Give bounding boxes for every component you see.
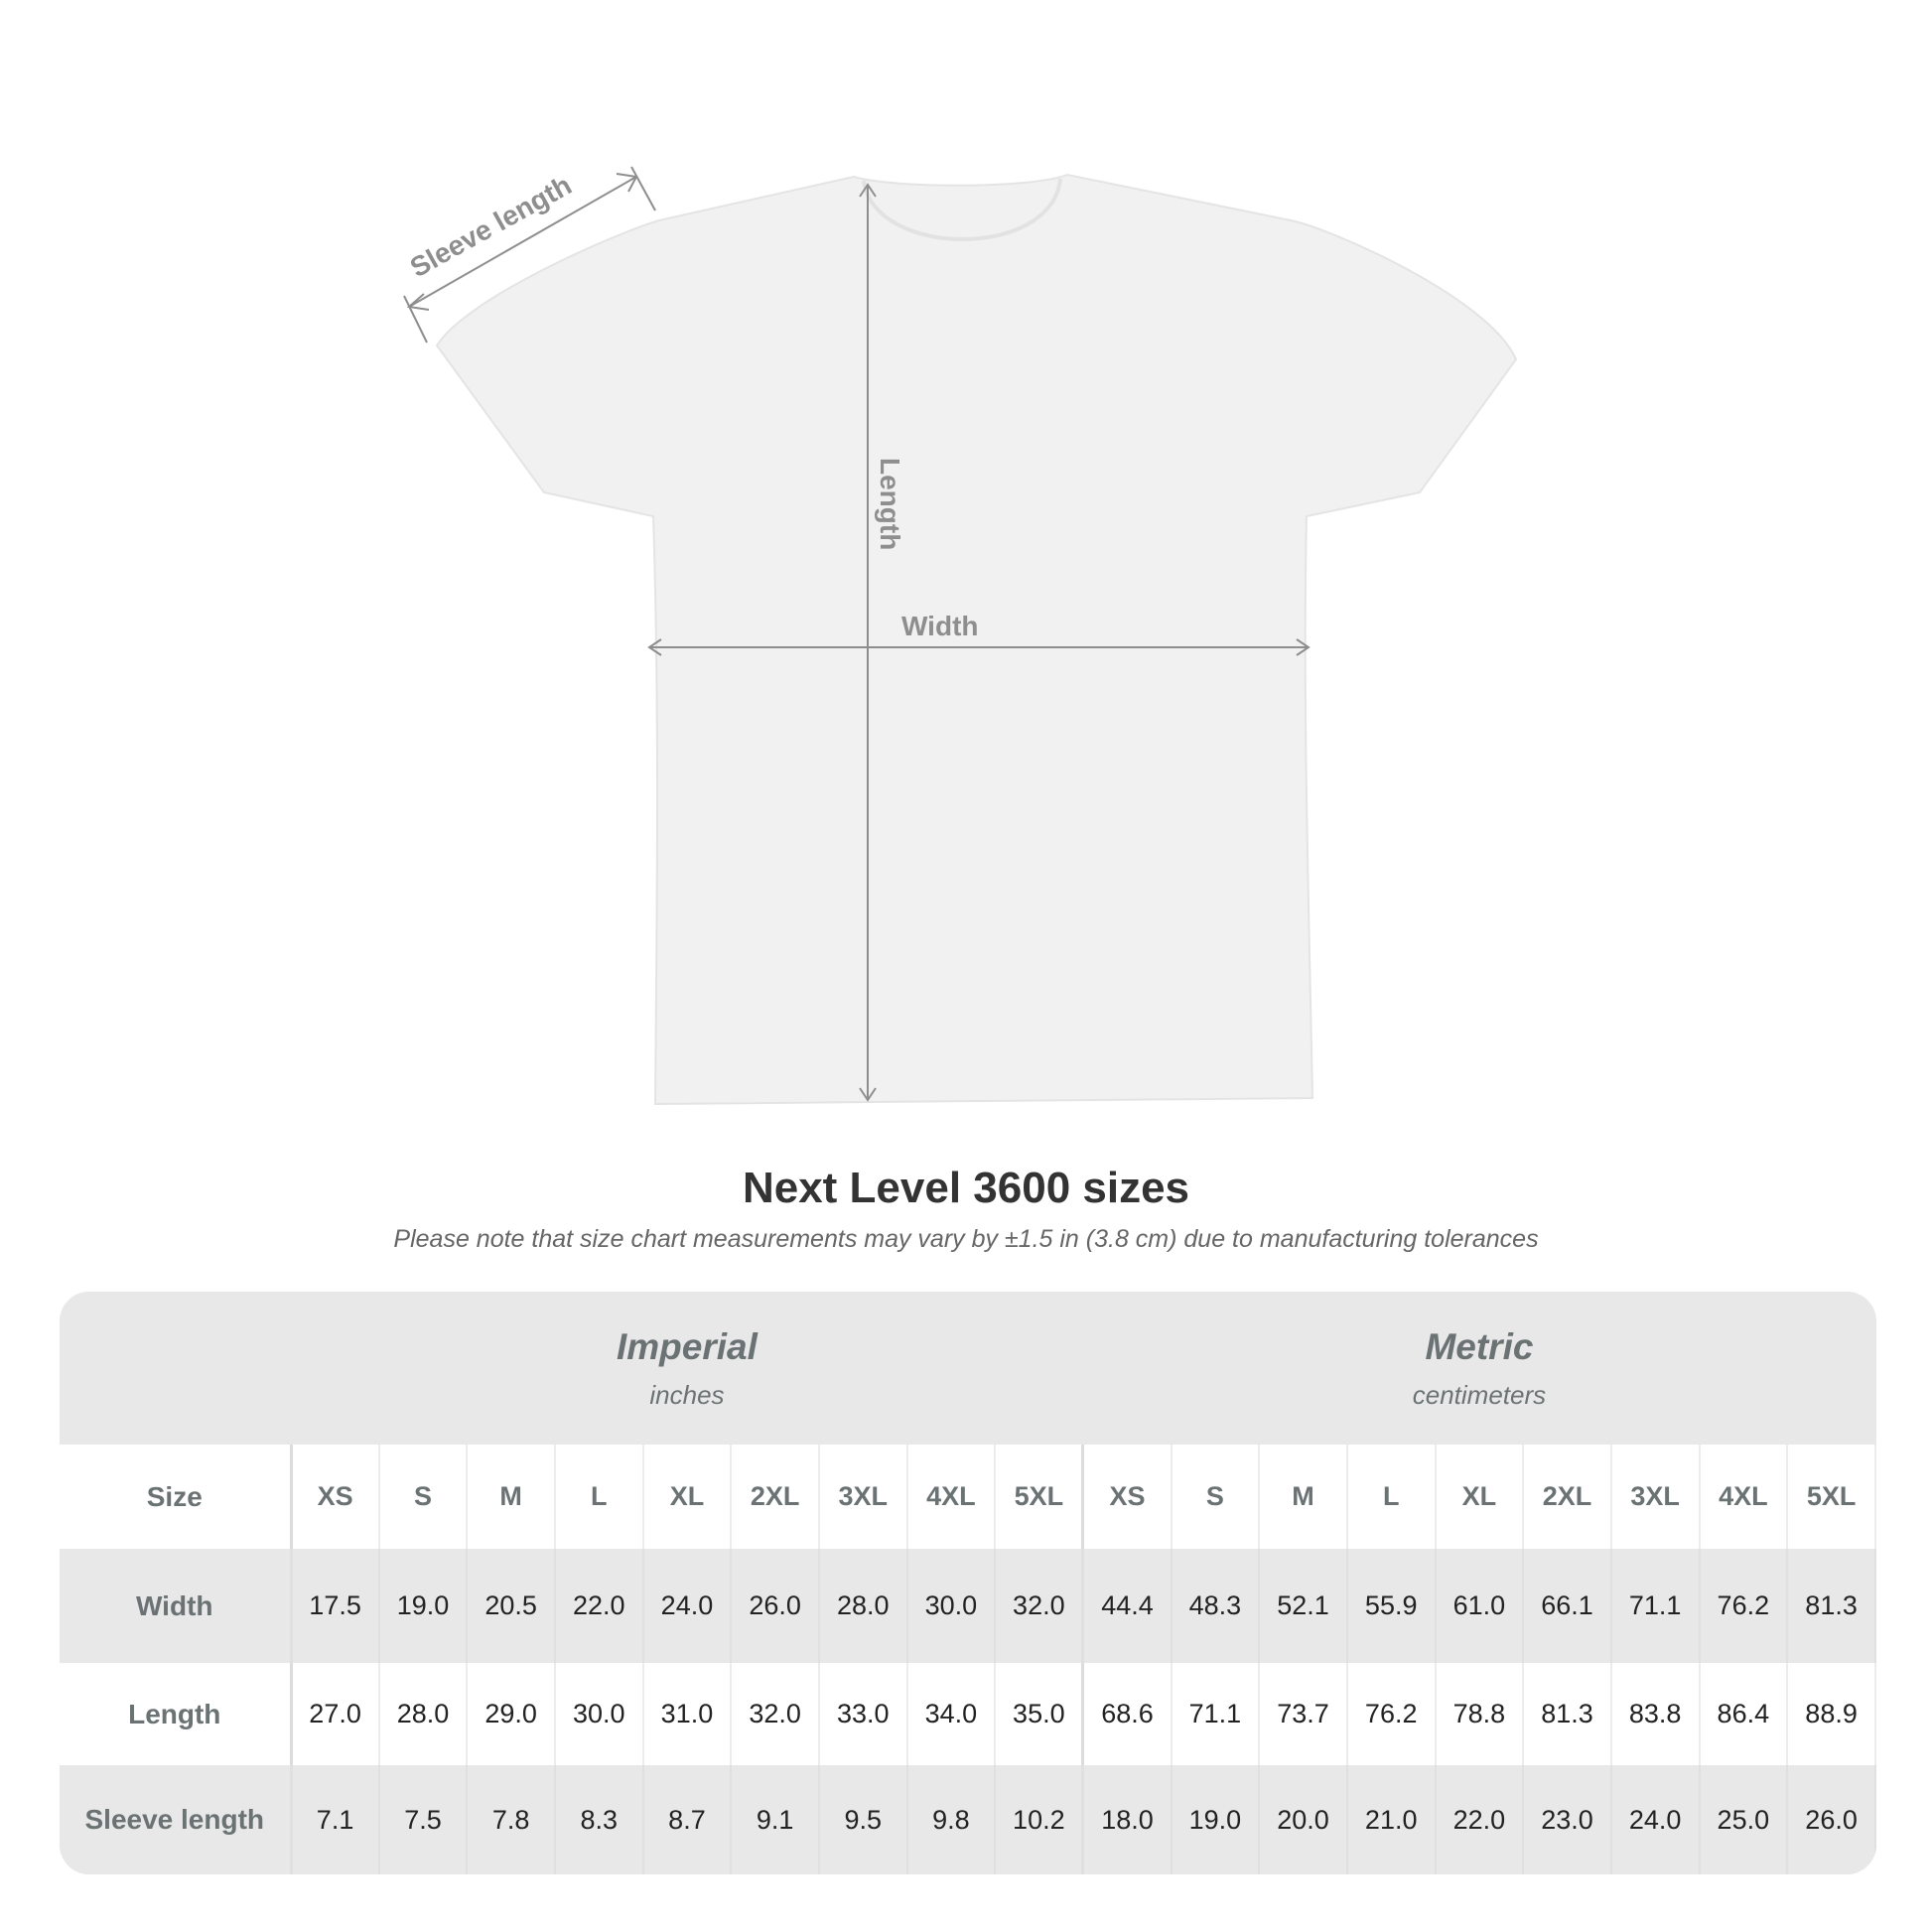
imperial-title: Imperial (617, 1325, 758, 1367)
imperial-size-header: XS (291, 1445, 380, 1549)
size-row-label: Size (60, 1445, 293, 1549)
metric-value-cell: 18.0 (1082, 1765, 1173, 1874)
width-arrow (647, 638, 1311, 656)
imperial-header: Imperial inches (291, 1292, 1083, 1445)
metric-value-cell: 21.0 (1346, 1765, 1437, 1874)
imperial-value-cell: 8.7 (642, 1765, 733, 1874)
metric-value-cell: 23.0 (1523, 1765, 1612, 1874)
imperial-value-cell: 34.0 (906, 1663, 997, 1765)
metric-value-cell: 26.0 (1787, 1765, 1876, 1874)
imperial-value-cell: 32.0 (995, 1549, 1085, 1663)
row-label: Width (60, 1549, 293, 1663)
imperial-value-cell: 24.0 (642, 1549, 733, 1663)
metric-value-cell: 81.3 (1787, 1549, 1876, 1663)
metric-size-header: 5XL (1787, 1445, 1876, 1549)
imperial-size-header: 3XL (818, 1445, 908, 1549)
metric-value-cell: 76.2 (1699, 1549, 1789, 1663)
imperial-value-cell: 27.0 (291, 1663, 380, 1765)
imperial-size-header: 2XL (731, 1445, 820, 1549)
imperial-value-cell: 35.0 (995, 1663, 1085, 1765)
imperial-value-cell: 7.8 (467, 1765, 556, 1874)
size-table: Imperial inches Metric centimeters Size X… (60, 1292, 1876, 1874)
imperial-value-cell: 9.1 (731, 1765, 820, 1874)
imperial-value-cell: 22.0 (554, 1549, 644, 1663)
row-label: Sleeve length (60, 1765, 293, 1874)
length-label: Length (875, 458, 905, 550)
metric-value-cell: 71.1 (1610, 1549, 1701, 1663)
metric-value-cell: 44.4 (1082, 1549, 1173, 1663)
imperial-value-cell: 31.0 (642, 1663, 733, 1765)
metric-size-header: XS (1082, 1445, 1173, 1549)
metric-value-cell: 86.4 (1699, 1663, 1789, 1765)
tolerance-note: Please note that size chart measurements… (393, 1225, 1539, 1253)
metric-value-cell: 20.0 (1259, 1765, 1348, 1874)
imperial-value-cell: 19.0 (378, 1549, 469, 1663)
metric-size-header: 4XL (1699, 1445, 1789, 1549)
metric-header: Metric centimeters (1082, 1292, 1875, 1445)
imperial-value-cell: 33.0 (818, 1663, 908, 1765)
imperial-size-header: L (554, 1445, 644, 1549)
metric-value-cell: 19.0 (1171, 1765, 1261, 1874)
imperial-value-cell: 32.0 (731, 1663, 820, 1765)
metric-value-cell: 83.8 (1610, 1663, 1701, 1765)
imperial-value-cell: 9.8 (906, 1765, 997, 1874)
metric-size-header: M (1259, 1445, 1348, 1549)
imperial-value-cell: 9.5 (818, 1765, 908, 1874)
imperial-value-cell: 20.5 (467, 1549, 556, 1663)
imperial-value-cell: 30.0 (906, 1549, 997, 1663)
imperial-size-header: M (467, 1445, 556, 1549)
metric-value-cell: 76.2 (1346, 1663, 1437, 1765)
metric-value-cell: 81.3 (1523, 1663, 1612, 1765)
length-arrow (859, 183, 877, 1102)
metric-size-header: 2XL (1523, 1445, 1612, 1549)
sleeve-length-arrow (403, 166, 656, 344)
metric-value-cell: 88.9 (1787, 1663, 1876, 1765)
tshirt-shape (435, 173, 1518, 1106)
imperial-size-header: 5XL (995, 1445, 1085, 1549)
metric-value-cell: 71.1 (1171, 1663, 1261, 1765)
metric-value-cell: 68.6 (1082, 1663, 1173, 1765)
imperial-size-header: XL (642, 1445, 733, 1549)
size-header-row: Size XS S M L XL 2XL 3XL 4XL 5XL XS S M L XL 2XL 3XL 4XL 5… (60, 1445, 1876, 1549)
imperial-value-cell: 26.0 (731, 1549, 820, 1663)
tshirt-diagram: Sleeve length Length Width (403, 166, 1518, 1106)
page-title: Next Level 3600 sizes (742, 1164, 1190, 1212)
imperial-value-cell: 7.1 (291, 1765, 380, 1874)
metric-value-cell: 24.0 (1610, 1765, 1701, 1874)
table-row: Length 27.0 28.0 29.0 30.0 31.0 32.0 33.0 34.0 35… (60, 1663, 1876, 1765)
imperial-value-cell: 8.3 (554, 1765, 644, 1874)
metric-size-header: L (1346, 1445, 1437, 1549)
metric-value-cell: 55.9 (1346, 1549, 1437, 1663)
metric-value-cell: 52.1 (1259, 1549, 1348, 1663)
metric-value-cell: 61.0 (1435, 1549, 1525, 1663)
metric-value-cell: 25.0 (1699, 1765, 1789, 1874)
row-label: Length (60, 1663, 293, 1765)
imperial-size-header: S (378, 1445, 469, 1549)
metric-value-cell: 73.7 (1259, 1663, 1348, 1765)
metric-size-header: XL (1435, 1445, 1525, 1549)
imperial-value-cell: 29.0 (467, 1663, 556, 1765)
imperial-value-cell: 17.5 (291, 1549, 380, 1663)
metric-unit: centimeters (1412, 1379, 1547, 1410)
imperial-value-cell: 7.5 (378, 1765, 469, 1874)
metric-value-cell: 66.1 (1523, 1549, 1612, 1663)
metric-size-header: 3XL (1610, 1445, 1701, 1549)
metric-value-cell: 48.3 (1171, 1549, 1261, 1663)
metric-value-cell: 22.0 (1435, 1765, 1525, 1874)
imperial-value-cell: 30.0 (554, 1663, 644, 1765)
table-row: Sleeve length 7.1 7.5 7.8 8.3 8.7 9.1 9.5 9.8 10.… (60, 1765, 1876, 1874)
metric-size-header: S (1171, 1445, 1261, 1549)
table-row: Width 17.5 19.0 20.5 22.0 24.0 26.0 28.0 30.0 32.… (60, 1549, 1876, 1663)
tshirt-collar (862, 178, 1062, 241)
imperial-unit: inches (649, 1379, 725, 1410)
metric-value-cell: 78.8 (1435, 1663, 1525, 1765)
imperial-value-cell: 28.0 (378, 1663, 469, 1765)
width-label: Width (901, 611, 979, 641)
imperial-value-cell: 28.0 (818, 1549, 908, 1663)
imperial-value-cell: 10.2 (995, 1765, 1085, 1874)
imperial-size-header: 4XL (906, 1445, 997, 1549)
metric-title: Metric (1425, 1325, 1534, 1367)
